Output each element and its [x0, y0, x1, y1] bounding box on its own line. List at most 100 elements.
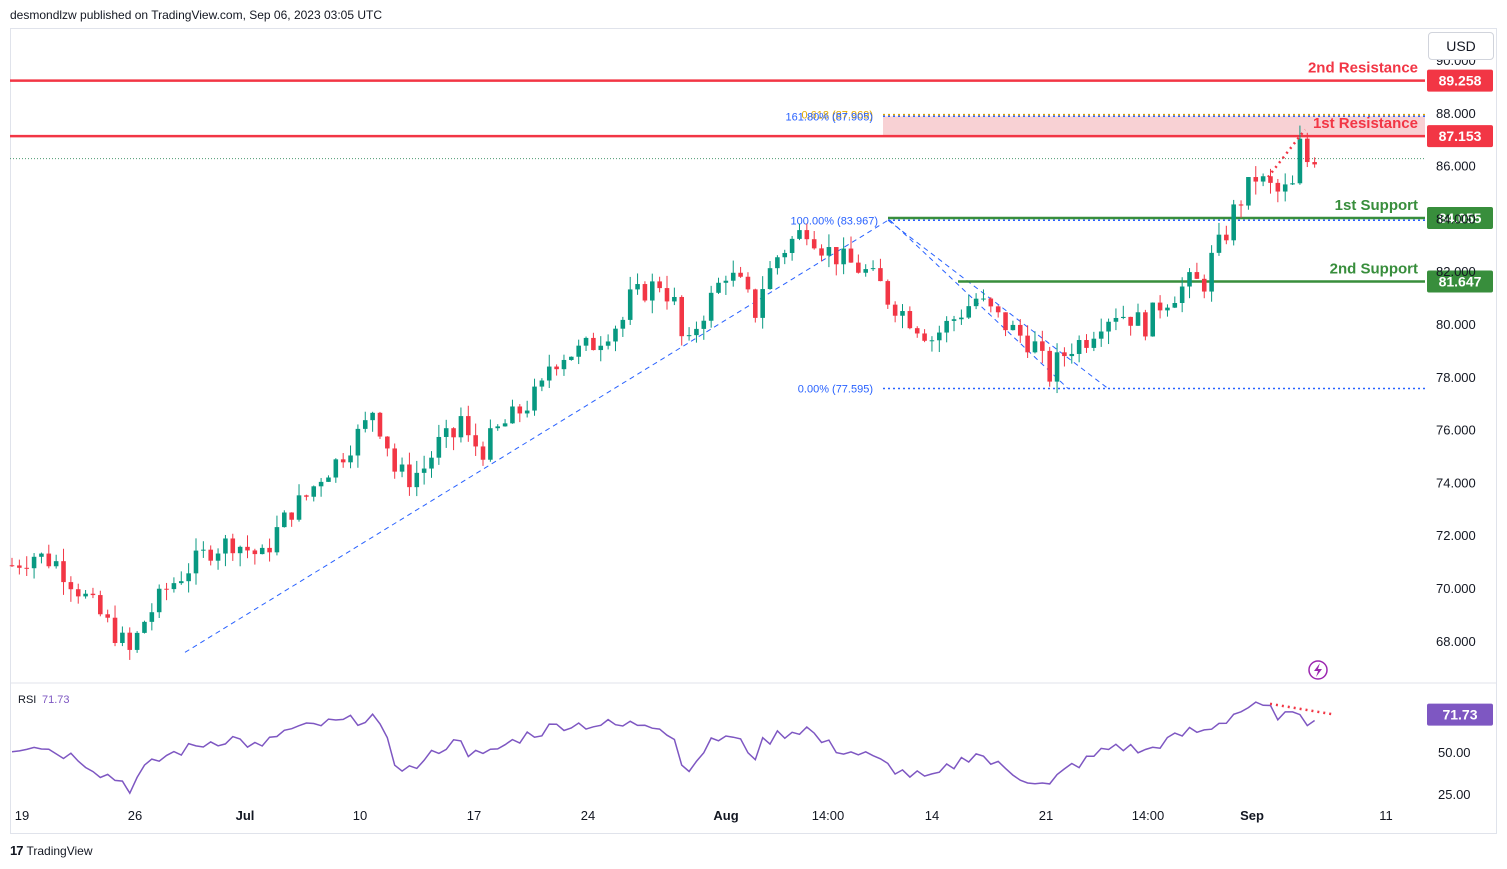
candle-body [605, 341, 611, 346]
candle-body [98, 595, 103, 615]
candle-body [1297, 138, 1303, 184]
candle-body [68, 582, 74, 590]
candle-body [407, 464, 412, 488]
candle-body [951, 319, 957, 321]
lightning-bolt-icon [1314, 663, 1322, 677]
candle-body [649, 281, 655, 301]
candle-body [488, 428, 493, 460]
resistance-zone [883, 116, 1425, 137]
candle-body [591, 337, 596, 351]
candle-body [1143, 312, 1148, 337]
candle-body [495, 426, 501, 429]
level-label: 1st Support [1335, 197, 1418, 214]
candle-body [863, 269, 868, 273]
time-tick-label: 21 [1039, 808, 1053, 823]
candle-body [1187, 272, 1192, 287]
candle-body [856, 262, 861, 273]
price-tick-label: 68.000 [1436, 634, 1476, 649]
price-tick-label: 70.000 [1436, 581, 1476, 596]
time-tick-label: 17 [467, 808, 481, 823]
candle-body [31, 556, 37, 569]
candle-body [804, 230, 810, 240]
time-tick-label: 14 [925, 808, 939, 823]
candle-body [1113, 317, 1119, 322]
price-tick-label: 84.000 [1436, 211, 1476, 226]
candle-body [701, 320, 707, 329]
candle-body [1253, 177, 1259, 182]
rsi-name-label: RSI [18, 694, 36, 706]
candle-body [966, 306, 972, 318]
candle-body [833, 247, 839, 265]
candle-body [24, 567, 30, 569]
tradingview-logo-icon[interactable]: 17 [10, 843, 24, 858]
candle-body [193, 550, 199, 574]
candle-body [201, 549, 206, 551]
candle-body [282, 512, 287, 528]
footer: 17 TradingView [10, 843, 93, 858]
candle-body [539, 380, 545, 387]
candle-body [259, 547, 265, 555]
candle-body [1194, 272, 1200, 279]
time-tick-label: 11 [1379, 808, 1393, 823]
level-price-label: 84.055 [1439, 210, 1482, 226]
candle-body [635, 284, 640, 290]
candle-body [1312, 162, 1317, 165]
currency-button[interactable]: USD [1428, 32, 1494, 60]
candle-body [1201, 278, 1207, 292]
price-divergence-line [1267, 128, 1306, 178]
candle-body [517, 406, 523, 414]
candle-body [237, 546, 243, 554]
candle-body [421, 468, 427, 473]
price-tick-label: 72.000 [1436, 528, 1476, 543]
candle-body [156, 588, 162, 613]
level-price-badge [1427, 125, 1493, 148]
candle-body [797, 230, 802, 239]
candle-body [333, 459, 339, 478]
candle-body [134, 632, 140, 650]
candle-body [458, 416, 464, 438]
publisher-header: desmondlzw published on TradingView.com,… [10, 8, 383, 22]
candle-body [892, 304, 898, 316]
candle-body [164, 588, 169, 590]
candle-body [686, 335, 692, 337]
lightning-icon [1308, 660, 1328, 680]
candle-body [436, 436, 442, 458]
candle-body [1165, 307, 1170, 311]
price-tick-label: 76.000 [1436, 423, 1476, 438]
candle-body [1003, 312, 1008, 331]
time-tick-label: 26 [128, 808, 142, 823]
candle-body [546, 366, 552, 381]
level-price-label: 89.258 [1439, 73, 1482, 89]
candle-body [142, 621, 147, 633]
candle-body [245, 546, 250, 551]
candle-body [1216, 234, 1222, 253]
candle-body [186, 573, 191, 582]
time-tick-label: Aug [713, 808, 738, 823]
candle-body [39, 553, 44, 557]
candle-body [745, 276, 751, 290]
candle-body [385, 436, 390, 449]
candle-body [900, 311, 905, 316]
candle-body [1150, 302, 1156, 337]
candle-body [1275, 182, 1281, 192]
candle-body [995, 306, 1001, 313]
candle-body [83, 593, 88, 597]
candle-body [443, 428, 449, 437]
time-tick-label: 14:00 [812, 808, 845, 823]
candle-body [664, 288, 670, 302]
candle-body [348, 455, 353, 463]
chart-frame [10, 28, 1497, 834]
price-tick-label: 82.000 [1436, 264, 1476, 279]
level-price-label: 87.153 [1439, 128, 1482, 144]
candle-body [524, 410, 530, 414]
candle-body [1032, 341, 1038, 353]
candle-body [480, 446, 486, 460]
candle-body [1062, 352, 1067, 357]
time-tick-label: 10 [353, 808, 367, 823]
candle-body [1238, 204, 1244, 206]
candle-body [1084, 340, 1089, 348]
candle-body [399, 464, 405, 472]
candle-body [532, 386, 537, 411]
candle-body [178, 581, 184, 584]
